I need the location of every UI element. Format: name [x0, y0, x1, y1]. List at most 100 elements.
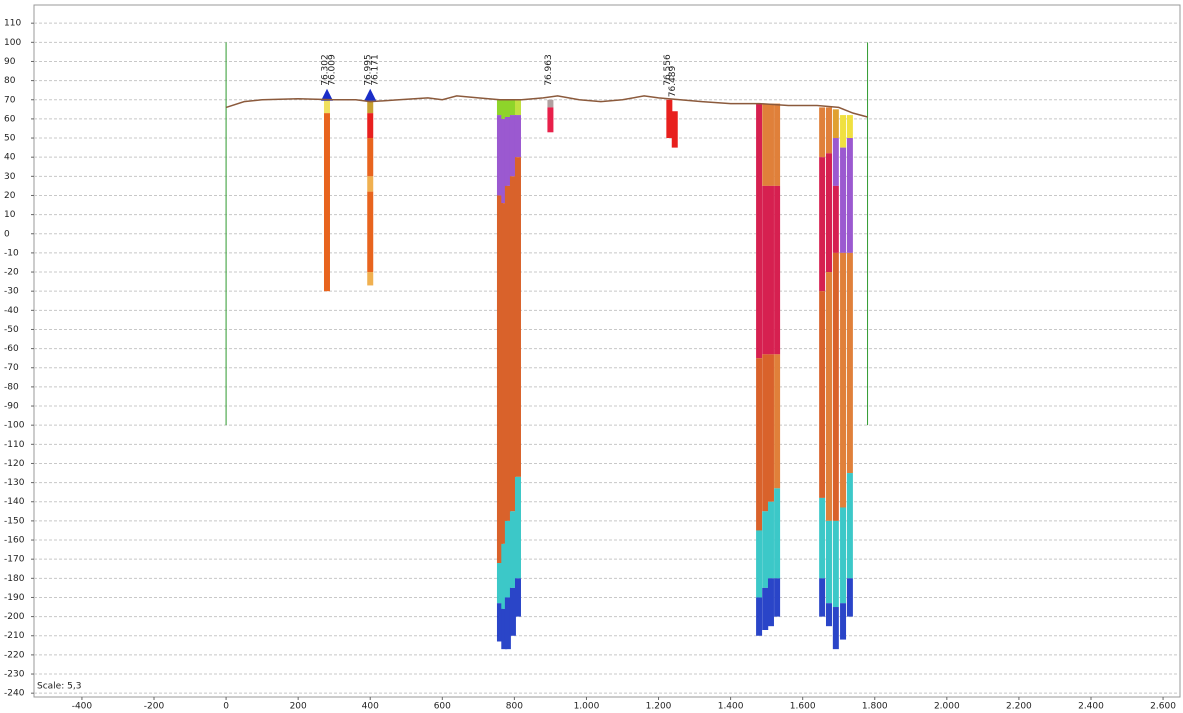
borehole-layer	[515, 115, 521, 157]
borehole-layer	[666, 100, 672, 138]
scale-label: Scale: 5,3	[37, 682, 81, 692]
borehole-label: 76.489	[668, 65, 678, 97]
x-tick-label: 2.600	[1150, 702, 1176, 712]
x-tick-label: 2.000	[934, 702, 960, 712]
y-tick-label: -90	[4, 402, 19, 412]
borehole-layer	[847, 138, 853, 253]
y-tick-label: -220	[4, 650, 25, 660]
borehole-layer	[768, 186, 774, 354]
borehole-layer	[367, 176, 373, 191]
borehole-layer	[762, 186, 768, 354]
borehole-layer	[324, 113, 330, 291]
borehole-layer	[833, 521, 839, 607]
borehole-layer	[833, 109, 839, 138]
y-tick-label: 90	[4, 57, 16, 67]
y-tick-label: -100	[4, 421, 25, 431]
borehole-layer	[826, 107, 832, 153]
borehole-layer	[819, 291, 825, 498]
borehole-layer	[826, 272, 832, 521]
x-tick-label: 1.200	[646, 702, 672, 712]
borehole-layer	[774, 578, 780, 616]
borehole-layer	[762, 104, 768, 186]
y-tick-label: -130	[4, 478, 25, 488]
borehole-layer	[826, 603, 832, 626]
borehole-layer	[672, 111, 678, 147]
borehole-layer	[833, 253, 839, 521]
x-tick-label: -400	[72, 702, 93, 712]
borehole-layer	[756, 104, 762, 359]
y-tick-label: -110	[4, 440, 25, 450]
y-tick-label: -190	[4, 593, 25, 603]
borehole-layer	[756, 597, 762, 635]
borehole-layer	[826, 521, 832, 603]
borehole-layer	[762, 511, 768, 588]
borehole-layer	[762, 354, 768, 511]
borehole-layer	[847, 253, 853, 473]
y-tick-label: 100	[4, 38, 21, 48]
x-tick-label: 400	[362, 702, 379, 712]
borehole-label: 76.171	[371, 54, 381, 86]
borehole-layer	[833, 186, 839, 253]
y-tick-label: -180	[4, 574, 25, 584]
y-tick-label: -200	[4, 612, 25, 622]
y-tick-label: 70	[4, 95, 16, 105]
borehole-layer	[826, 153, 832, 272]
borehole-layer	[756, 358, 762, 530]
x-tick-label: 1.000	[574, 702, 600, 712]
borehole-layer	[840, 148, 846, 253]
borehole-label: 76.963	[544, 54, 554, 86]
borehole-layer	[840, 603, 846, 639]
y-tick-label: 30	[4, 172, 16, 182]
y-tick-label: -10	[4, 248, 19, 258]
y-tick-label: 110	[4, 19, 21, 29]
x-tick-label: 200	[290, 702, 307, 712]
borehole-layer	[515, 100, 521, 115]
borehole-layer	[768, 502, 774, 579]
borehole-layer	[819, 157, 825, 291]
borehole-layer	[515, 578, 521, 616]
borehole-layer	[840, 507, 846, 603]
x-tick-label: 600	[434, 702, 451, 712]
y-tick-label: -170	[4, 555, 25, 565]
x-tick-label: 0	[223, 702, 229, 712]
x-tick-label: 2.200	[1006, 702, 1032, 712]
borehole-layer	[367, 113, 373, 138]
x-tick-label: 1.400	[718, 702, 744, 712]
y-tick-label: -240	[4, 689, 25, 699]
y-tick-label: -120	[4, 459, 25, 469]
y-tick-label: 0	[4, 229, 10, 239]
x-tick-label: 1.600	[790, 702, 816, 712]
y-tick-label: -40	[4, 306, 19, 316]
borehole-layer	[756, 530, 762, 597]
borehole-layer	[515, 157, 521, 477]
y-tick-label: -20	[4, 268, 19, 278]
borehole-layer	[774, 354, 780, 488]
y-tick-label: 80	[4, 76, 16, 86]
y-tick-label: -210	[4, 631, 25, 641]
section-chart: Scale: 5,3 1101009080706050403020100-10-…	[0, 0, 1183, 713]
borehole-layer	[774, 104, 780, 186]
y-tick-label: -150	[4, 516, 25, 526]
borehole-layer	[367, 138, 373, 176]
y-tick-label: 40	[4, 153, 16, 163]
borehole-layer	[547, 107, 553, 132]
borehole-layer	[768, 578, 774, 626]
borehole-layer	[847, 578, 853, 616]
borehole-layer	[774, 186, 780, 354]
borehole-label: 76.009	[327, 54, 337, 86]
y-tick-label: -230	[4, 670, 25, 680]
borehole-layer	[515, 477, 521, 578]
y-tick-label: -160	[4, 536, 25, 546]
background	[0, 0, 1183, 713]
borehole-layer	[833, 607, 839, 649]
borehole-layer	[774, 488, 780, 578]
borehole-layer	[819, 498, 825, 578]
x-tick-label: 800	[506, 702, 523, 712]
borehole-layer	[762, 588, 768, 630]
y-tick-label: 60	[4, 114, 16, 124]
x-tick-label: -200	[144, 702, 165, 712]
borehole-layer	[840, 115, 846, 148]
y-tick-label: -140	[4, 497, 25, 507]
y-tick-label: 20	[4, 191, 16, 201]
y-tick-label: 50	[4, 134, 16, 144]
